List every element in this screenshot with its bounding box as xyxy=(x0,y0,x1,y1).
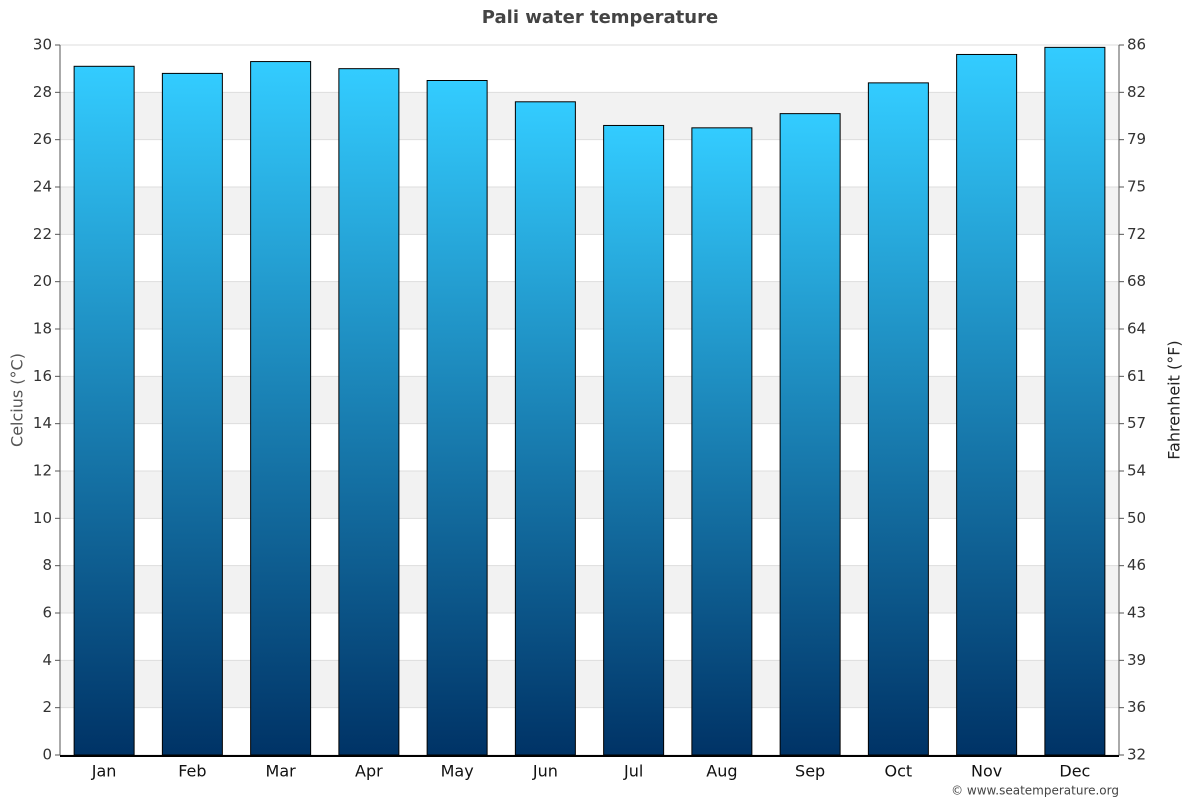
y2-tick-label: 57 xyxy=(1127,414,1146,432)
y2-tick-label: 72 xyxy=(1127,225,1146,243)
y2-tick-label: 68 xyxy=(1127,272,1146,290)
x-tick-label: Apr xyxy=(355,762,383,781)
x-tick-label: Oct xyxy=(885,762,913,781)
y-tick-label: 16 xyxy=(33,367,52,385)
y-tick-label: 0 xyxy=(42,746,52,764)
bar xyxy=(691,127,753,756)
y2-tick-label: 46 xyxy=(1127,556,1146,574)
y2-tick-label: 64 xyxy=(1127,320,1146,338)
y-tick-label: 24 xyxy=(33,178,52,196)
x-tick-label: May xyxy=(441,762,474,781)
grid-band xyxy=(60,187,1119,235)
x-tick-label: Jun xyxy=(532,762,558,781)
x-tick-label: Nov xyxy=(971,762,1002,781)
grid-band xyxy=(60,471,1119,519)
y-tick-label: 22 xyxy=(33,225,52,243)
x-tick-label: Dec xyxy=(1059,762,1090,781)
y2-tick-label: 43 xyxy=(1127,604,1146,622)
chart-title: Pali water temperature xyxy=(482,7,718,28)
grid-band xyxy=(60,660,1119,708)
grid-band xyxy=(60,565,1119,613)
y-tick-label: 10 xyxy=(33,509,52,527)
y2-tick-label: 32 xyxy=(1127,746,1146,764)
bar xyxy=(73,65,135,756)
y-tick-label: 12 xyxy=(33,462,52,480)
y2-tick-label: 79 xyxy=(1127,130,1146,148)
x-tick-label: Aug xyxy=(706,762,737,781)
y-tick-label: 20 xyxy=(33,272,52,290)
y-tick-label: 26 xyxy=(33,130,52,148)
bar xyxy=(250,61,312,756)
y-tick-label: 28 xyxy=(33,83,52,101)
x-tick-label: Sep xyxy=(795,762,825,781)
y-axis-label: Celcius (°C) xyxy=(8,353,27,447)
y2-tick-label: 54 xyxy=(1127,462,1146,480)
y-tick-label: 4 xyxy=(42,651,52,669)
y2-tick-label: 61 xyxy=(1127,367,1146,385)
bar xyxy=(779,113,841,756)
y-tick-label: 8 xyxy=(42,556,52,574)
y2-tick-label: 82 xyxy=(1127,83,1146,101)
x-tick-label: Mar xyxy=(266,762,297,781)
x-tick-label: Feb xyxy=(178,762,206,781)
bar xyxy=(956,53,1018,756)
y2-tick-label: 36 xyxy=(1127,698,1146,716)
bar xyxy=(867,82,929,756)
grid-band xyxy=(60,376,1119,424)
y-tick-label: 30 xyxy=(33,36,52,54)
y2-tick-label: 75 xyxy=(1127,178,1146,196)
x-tick-label: Jul xyxy=(623,762,643,781)
x-tick-label: Jan xyxy=(91,762,117,781)
y2-axis-label: Fahrenheit (°F) xyxy=(1165,340,1184,459)
y-tick-label: 2 xyxy=(42,698,52,716)
bar xyxy=(426,80,488,756)
bar xyxy=(338,68,400,756)
bar xyxy=(1044,46,1106,756)
bar xyxy=(161,72,223,756)
y2-tick-label: 86 xyxy=(1127,36,1146,54)
grid-band xyxy=(60,92,1119,140)
y-tick-label: 18 xyxy=(33,320,52,338)
y-tick-label: 14 xyxy=(33,414,52,432)
credit: © www.seatemperature.org xyxy=(951,784,1119,798)
grid-band xyxy=(60,281,1119,329)
y-tick-label: 6 xyxy=(42,604,52,622)
y2-tick-label: 39 xyxy=(1127,651,1146,669)
bar xyxy=(514,101,576,756)
y2-tick-label: 50 xyxy=(1127,509,1146,527)
bar xyxy=(603,124,665,756)
